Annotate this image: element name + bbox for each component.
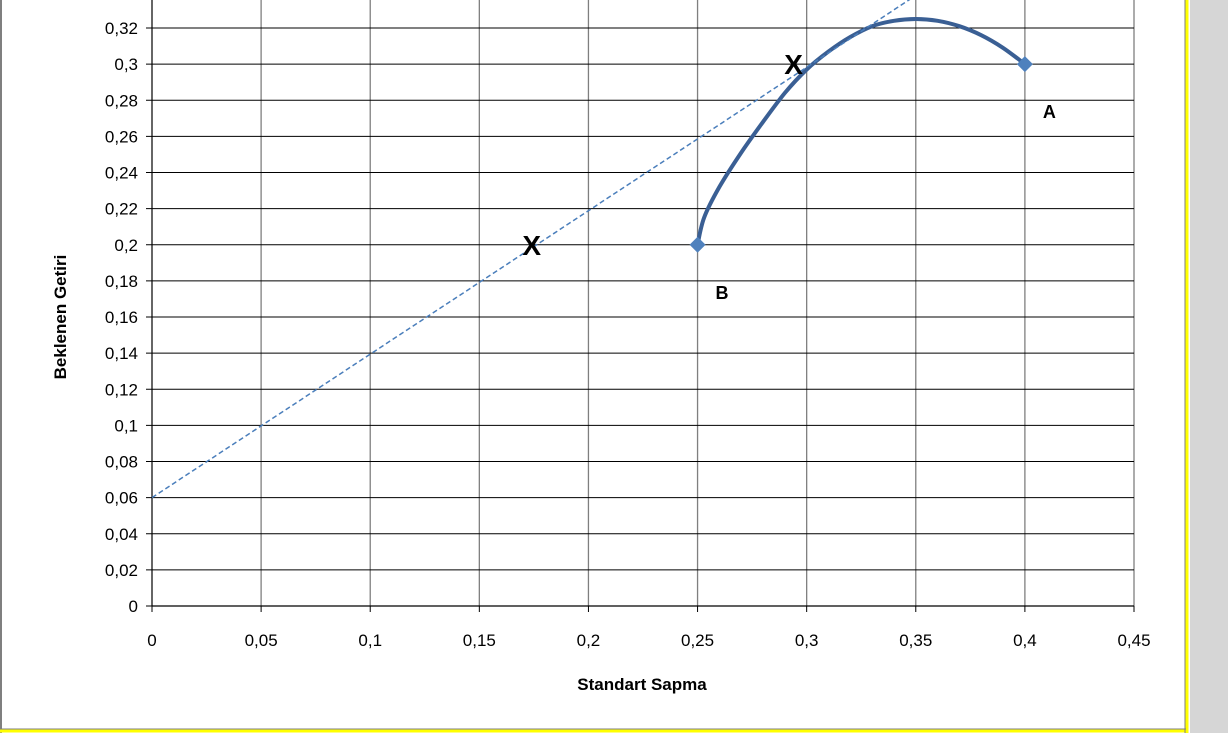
annotation-x-mark: X (522, 230, 541, 261)
x-axis-title: Standart Sapma (577, 675, 707, 694)
x-tick-label: 0,4 (1013, 631, 1037, 650)
y-tick-label: 0,24 (105, 164, 138, 183)
y-tick-label: 0,02 (105, 561, 138, 580)
x-tick-label: 0,3 (795, 631, 819, 650)
y-tick-label: 0,1 (114, 416, 138, 435)
y-tick-label: 0,04 (105, 525, 138, 544)
y-tick-label: 0,12 (105, 380, 138, 399)
y-tick-label: 0,22 (105, 200, 138, 219)
y-tick-label: 0,28 (105, 91, 138, 110)
grid-lines (152, 0, 1135, 606)
y-tick-label: 0,16 (105, 308, 138, 327)
efficient-frontier-curve (695, 16, 1027, 247)
x-tick-label: 0,25 (681, 631, 714, 650)
x-tick-label: 0,2 (577, 631, 601, 650)
y-tick-label: 0,32 (105, 19, 138, 38)
point-label-b: B (716, 283, 729, 303)
y-tick-label: 0,26 (105, 127, 138, 146)
annotation-x-mark: X (784, 49, 803, 80)
y-tick-label: 0,06 (105, 489, 138, 508)
y-tick-label: 0,3 (114, 55, 138, 74)
series-group (151, 0, 1027, 499)
tick-labels: 0 0,05 0,1 0,15 0,2 0,25 0,3 0,35 0,4 0,45 0 0,02 0,… (105, 19, 1151, 650)
y-axis-title: Beklenen Getiri (51, 255, 70, 380)
y-tick-label: 0,08 (105, 453, 138, 472)
y-tick-label: 0,18 (105, 272, 138, 291)
x-tick-label: 0,45 (1117, 631, 1150, 650)
point-markers: A B X X (522, 49, 1056, 303)
y-tick-label: 0,14 (105, 344, 138, 363)
axes (146, 0, 1135, 612)
x-tick-label: 0,05 (245, 631, 278, 650)
x-tick-label: 0,1 (358, 631, 382, 650)
x-tick-label: 0 (147, 631, 156, 650)
point-label-a: A (1043, 102, 1056, 122)
point-marker-b (689, 236, 706, 253)
x-tick-label: 0,35 (899, 631, 932, 650)
point-marker-a (1016, 56, 1033, 73)
y-tick-label: 0 (129, 597, 138, 616)
capital-market-line (151, 0, 911, 499)
x-tick-label: 0,15 (463, 631, 496, 650)
y-tick-label: 0,2 (114, 236, 138, 255)
right-gray-margin (1190, 0, 1228, 733)
